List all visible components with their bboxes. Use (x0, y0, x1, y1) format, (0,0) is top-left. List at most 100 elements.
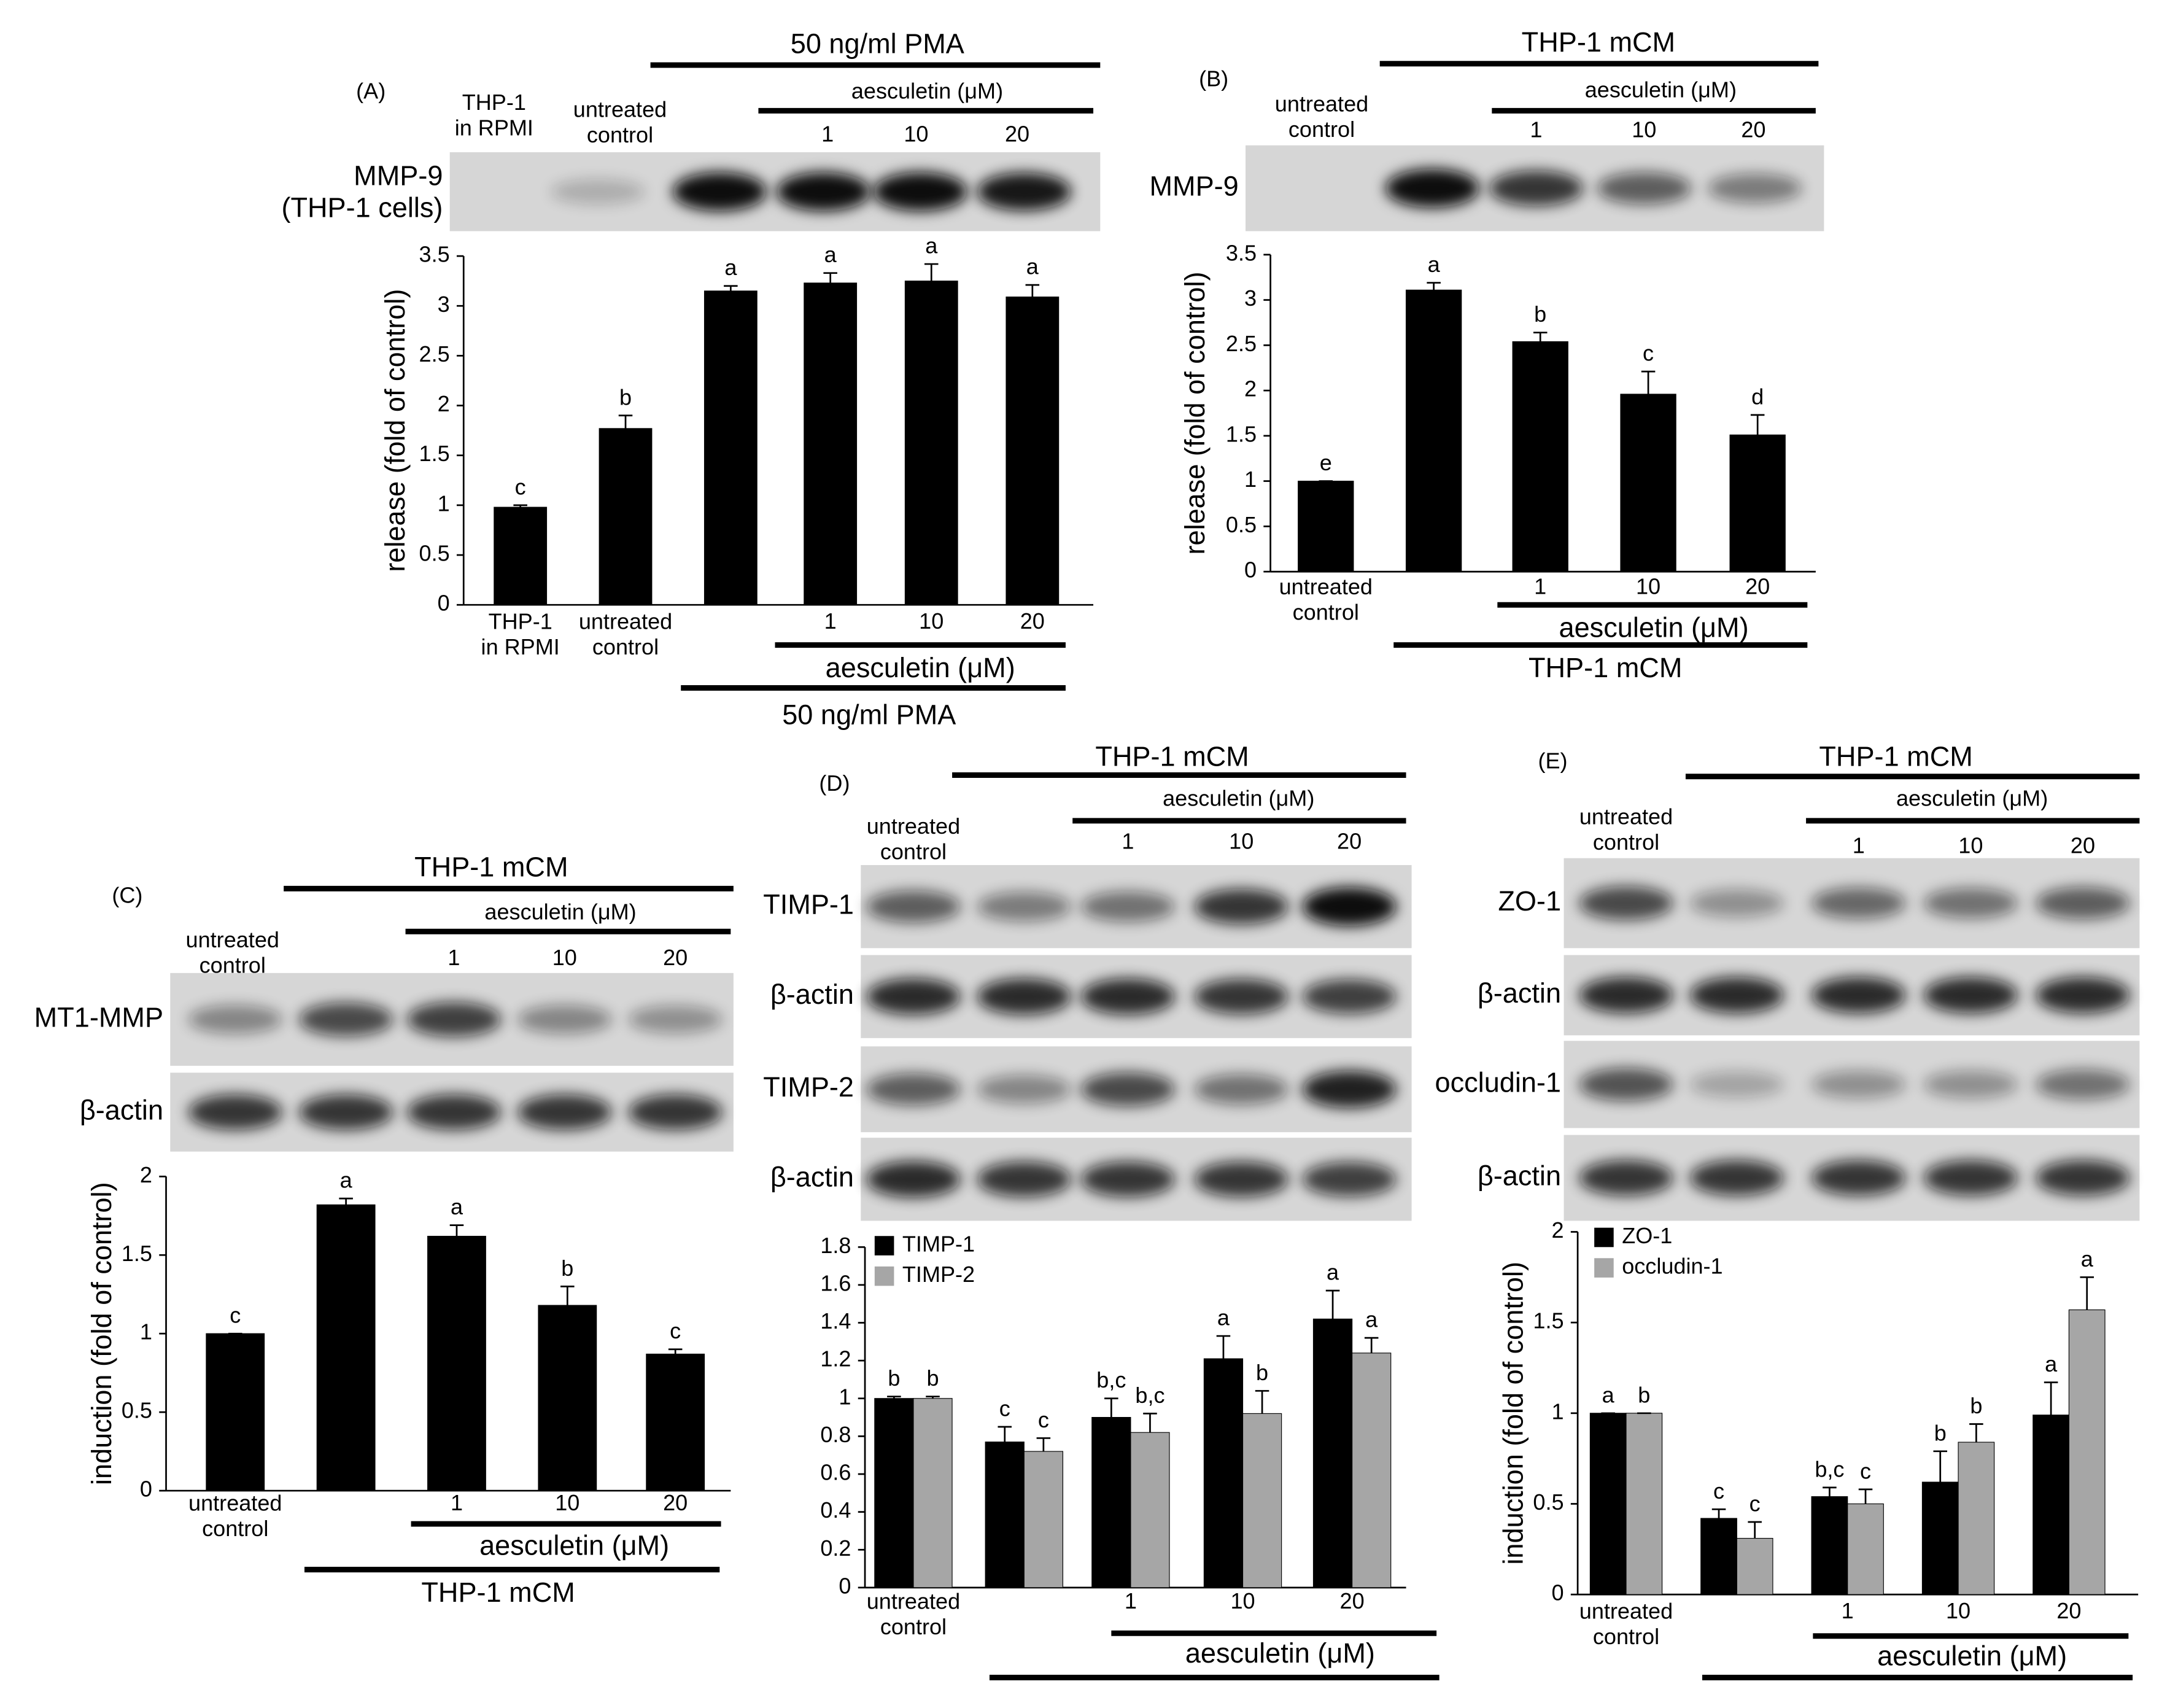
x-tick-label: 20 (1745, 574, 1770, 599)
lane-label: 1 (1530, 117, 1542, 142)
lane-label: 1 (821, 121, 834, 146)
significance-letter: c (670, 1318, 681, 1343)
legend-swatch (874, 1236, 894, 1256)
blot-band (2036, 1069, 2130, 1100)
lane-label: untreated control (573, 96, 667, 147)
y-tick-label: 1.4 (820, 1308, 851, 1333)
significance-letter: b,c (1096, 1367, 1126, 1392)
x-tick-label: 10 (919, 608, 944, 634)
bracket-label: THP-1 mCM (1529, 652, 1682, 683)
error-bar (1823, 1486, 1837, 1497)
bracket-label: aesculetin (μM) (479, 1529, 669, 1561)
x-tick-label: 10 (1636, 574, 1660, 599)
error-bar (1858, 1488, 1873, 1504)
treatment-label: THP-1 mCM (1522, 26, 1675, 58)
panel-label: (C) (112, 882, 142, 907)
blot-band (188, 1004, 282, 1034)
significance-letter: a (1602, 1382, 1615, 1407)
y-tick-label: 3 (1244, 285, 1257, 311)
lane-label: 20 (1005, 121, 1029, 146)
blot-band (1923, 888, 2018, 918)
y-tick-label: 2 (140, 1162, 152, 1187)
y-tick-label: 0 (839, 1573, 851, 1598)
treatment-label: THP-1 mCM (1819, 740, 1972, 772)
y-tick-label: 3 (438, 292, 450, 317)
bar (1298, 481, 1354, 572)
blot-row-label: ZO-1 (1498, 885, 1561, 917)
significance-letter: b (1638, 1382, 1650, 1407)
significance-letter: b (1256, 1360, 1268, 1385)
bar (1589, 1413, 1627, 1595)
error-bar (724, 285, 738, 291)
y-tick-label: 0 (1551, 1580, 1564, 1605)
blot-band (866, 1161, 961, 1198)
blot-band (1302, 1162, 1397, 1197)
blot-band (1689, 977, 1784, 1014)
blot-band (977, 173, 1071, 211)
error-bar (339, 1197, 353, 1205)
significance-letter: a (1327, 1260, 1339, 1285)
bar (804, 282, 858, 605)
blot-band (866, 1073, 961, 1106)
y-tick-label: 3.5 (419, 242, 450, 267)
significance-letter: a (451, 1194, 463, 1219)
bar (2068, 1309, 2106, 1595)
bar (1847, 1503, 1884, 1595)
blot-band (866, 890, 961, 923)
error-bar (998, 1426, 1012, 1442)
significance-letter: b (888, 1365, 900, 1391)
treatment-label: aesculetin (μM) (1896, 786, 2048, 811)
bracket-label: aesculetin (μM) (1877, 1640, 2067, 1672)
significance-letter: e (1320, 450, 1332, 475)
lane-label: untreated control (867, 813, 960, 864)
panel-label: (D) (819, 771, 850, 796)
bar (427, 1235, 486, 1491)
error-bar (926, 1396, 940, 1399)
x-tick-label: untreated control (579, 608, 672, 659)
significance-letter: b (1970, 1393, 1982, 1418)
lane-label: untreated control (1275, 91, 1368, 141)
blot-row-label: MT1-MMP (34, 1001, 163, 1033)
blot-band (406, 1094, 502, 1130)
y-tick-label: 0.5 (1226, 512, 1257, 537)
bar (1203, 1358, 1244, 1588)
blot-band (1194, 979, 1288, 1015)
lane-label: untreated control (186, 927, 279, 977)
error-bar (2080, 1276, 2094, 1310)
blot-row-label: TIMP-1 (763, 889, 854, 920)
blot-band (298, 1002, 393, 1036)
bar (646, 1353, 705, 1491)
lane-label: 20 (2071, 833, 2095, 858)
y-tick-label: 1.6 (820, 1270, 851, 1295)
bar (1700, 1518, 1737, 1595)
error-bar (1711, 1508, 1726, 1519)
y-tick-label: 0.8 (820, 1422, 851, 1447)
blot-band (406, 1002, 502, 1037)
y-axis-label: release (fold of control) (1179, 271, 1211, 554)
blot-band (551, 179, 645, 204)
blot-row-label: β-actin (1478, 977, 1561, 1009)
bar (494, 507, 548, 605)
y-tick-label: 2 (438, 391, 450, 416)
lane-label: 20 (1741, 117, 1765, 142)
bar (1006, 297, 1060, 605)
y-tick-label: 2 (1244, 376, 1257, 402)
lane-label: 20 (1337, 828, 1362, 853)
blot-band (1194, 888, 1288, 925)
blot-band (1708, 173, 1802, 203)
error-bar (1216, 1335, 1231, 1359)
bar (1405, 289, 1462, 572)
significance-letter: b (619, 384, 632, 410)
blot-band (628, 1094, 723, 1130)
lane-label: THP-1 in RPMI (455, 90, 533, 140)
error-bar (924, 263, 939, 281)
blot-band (1302, 887, 1397, 926)
blot-band (672, 172, 767, 211)
y-tick-label: 1.2 (820, 1346, 851, 1372)
y-tick-label: 1.5 (1226, 421, 1257, 446)
bracket-label: THP-1 mCM (421, 1577, 575, 1608)
y-axis-label: release (fold of control) (379, 289, 411, 572)
blot-band (1302, 979, 1397, 1014)
treatment-label: 50 ng/ml PMA (791, 28, 964, 59)
